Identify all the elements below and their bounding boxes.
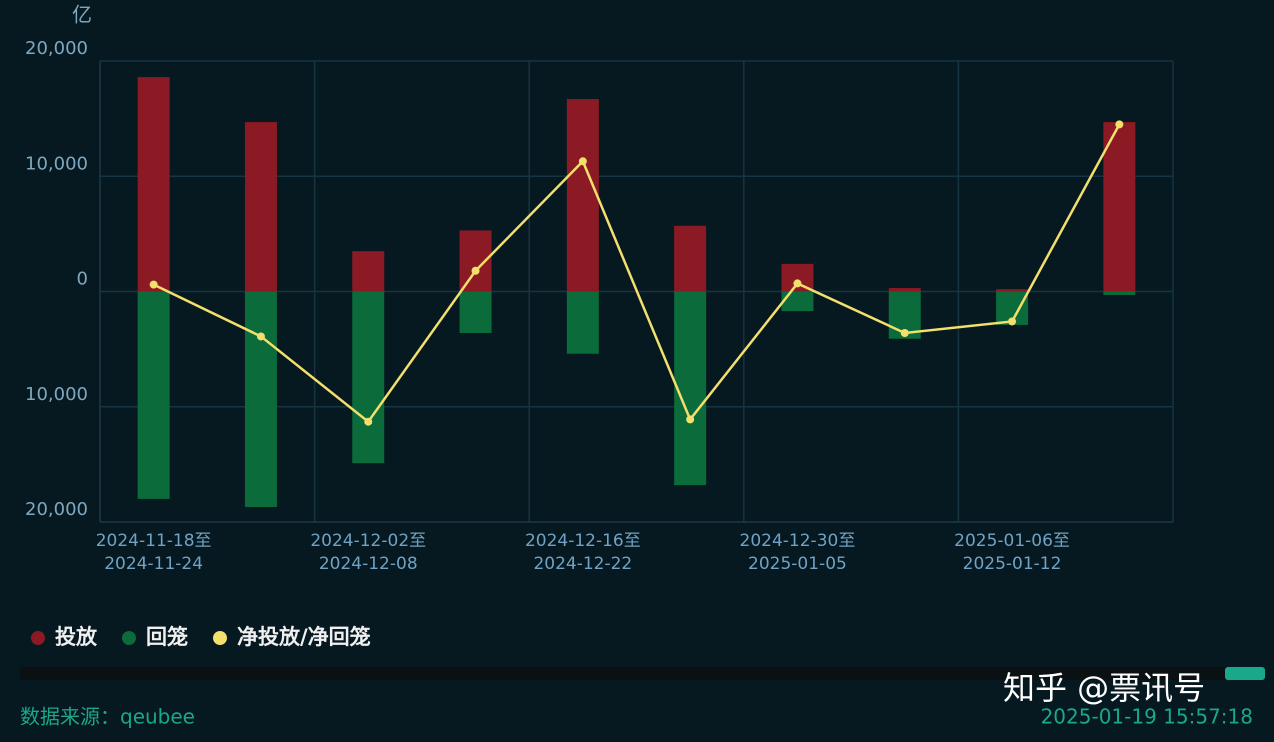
bar xyxy=(888,288,921,292)
bar xyxy=(674,225,707,292)
point xyxy=(686,415,695,424)
point xyxy=(256,332,265,341)
bar xyxy=(137,291,170,499)
bar xyxy=(244,291,277,508)
point xyxy=(1008,317,1017,326)
y-tick-label: 10,000 xyxy=(25,384,88,405)
x-tick-label: 2025-01-06至 2025-01-12 xyxy=(954,531,1070,574)
scrollbar xyxy=(20,667,1265,680)
legend-label: 投放 xyxy=(55,625,98,649)
point xyxy=(900,328,909,337)
legend-label: 净投放/净回笼 xyxy=(237,625,371,649)
x-tick-label: 2024-12-16至 2024-12-22 xyxy=(524,531,641,574)
point xyxy=(364,417,373,426)
bar xyxy=(781,291,814,312)
bar xyxy=(244,122,277,292)
bar xyxy=(566,291,599,354)
point xyxy=(793,279,802,288)
bar xyxy=(1103,291,1136,295)
timestamp: 2025-01-19 15:57:18 xyxy=(1041,705,1253,729)
legend-label: 回笼 xyxy=(146,625,188,649)
bar xyxy=(1103,122,1136,292)
legend-marker xyxy=(213,631,227,645)
x-tick-label: 2024-12-30至 2025-01-05 xyxy=(739,531,856,574)
y-tick-label: 20,000 xyxy=(25,38,88,59)
y-tick-label: 10,000 xyxy=(25,153,88,174)
point xyxy=(1115,120,1124,129)
bar xyxy=(352,251,385,292)
point xyxy=(471,266,480,275)
x-tick-label: 2024-12-02至 2024-12-08 xyxy=(310,531,427,574)
point xyxy=(578,157,587,166)
y-tick-label: 20,000 xyxy=(25,499,88,520)
bar xyxy=(137,77,170,292)
bar xyxy=(674,291,707,486)
line xyxy=(153,123,1121,424)
source: 数据来源：qeubee xyxy=(20,705,195,729)
y-tick-label: 0 xyxy=(77,269,88,290)
point xyxy=(149,280,158,289)
legend-marker xyxy=(31,631,45,645)
legend-marker xyxy=(122,631,136,645)
y-unit: 亿 xyxy=(72,3,92,27)
bar xyxy=(459,291,492,333)
bar xyxy=(566,99,599,292)
watermark: 知乎 @票讯号 xyxy=(1003,669,1205,707)
bar xyxy=(352,291,385,464)
scroll-handle xyxy=(1225,667,1265,680)
x-tick-label: 2024-11-18至 2024-11-24 xyxy=(95,531,212,574)
bar xyxy=(996,289,1029,292)
